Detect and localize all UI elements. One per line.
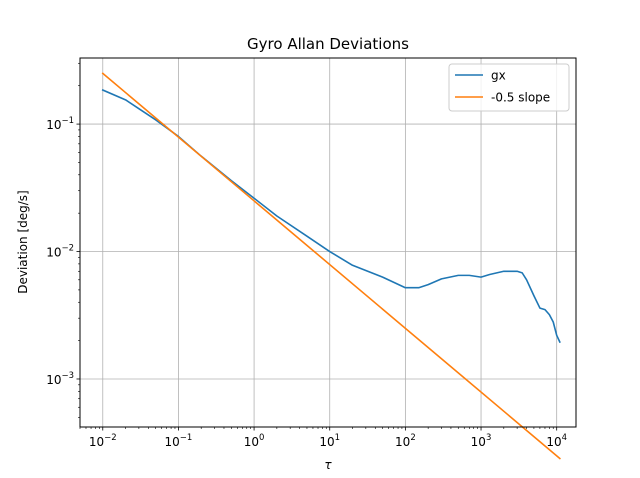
y-axis-label: Deviation [deg/s] — [16, 190, 30, 294]
y-axis-ticks: 10−3 10−2 10−1 — [46, 62, 80, 418]
legend-label-0: gx — [491, 69, 506, 83]
x-tick-label: 10−2 — [89, 433, 117, 449]
y-tick-label: 10−3 — [46, 371, 74, 387]
plot-frame — [79, 57, 577, 428]
series-lines — [101, 72, 561, 460]
x-tick-label: 10−1 — [165, 433, 193, 449]
grid — [80, 58, 576, 427]
x-tick-label: 101 — [319, 433, 340, 449]
x-tick-label: 102 — [395, 433, 416, 449]
series-line-1 — [101, 72, 561, 460]
y-tick-label: 10−2 — [46, 244, 74, 260]
chart-title: Gyro Allan Deviations — [247, 35, 409, 53]
x-axis-ticks: 10−2 10−1 100 101 102 103 104 — [79, 427, 567, 449]
x-tick-label: 104 — [546, 433, 567, 449]
legend: gx -0.5 slope — [448, 63, 570, 112]
series-line-0 — [101, 88, 561, 344]
x-tick-label: 100 — [244, 433, 265, 449]
y-tick-label: 10−1 — [46, 116, 74, 132]
x-tick-label: 103 — [471, 433, 492, 449]
legend-label-1: -0.5 slope — [491, 91, 550, 105]
x-axis-label: τ — [324, 458, 332, 472]
